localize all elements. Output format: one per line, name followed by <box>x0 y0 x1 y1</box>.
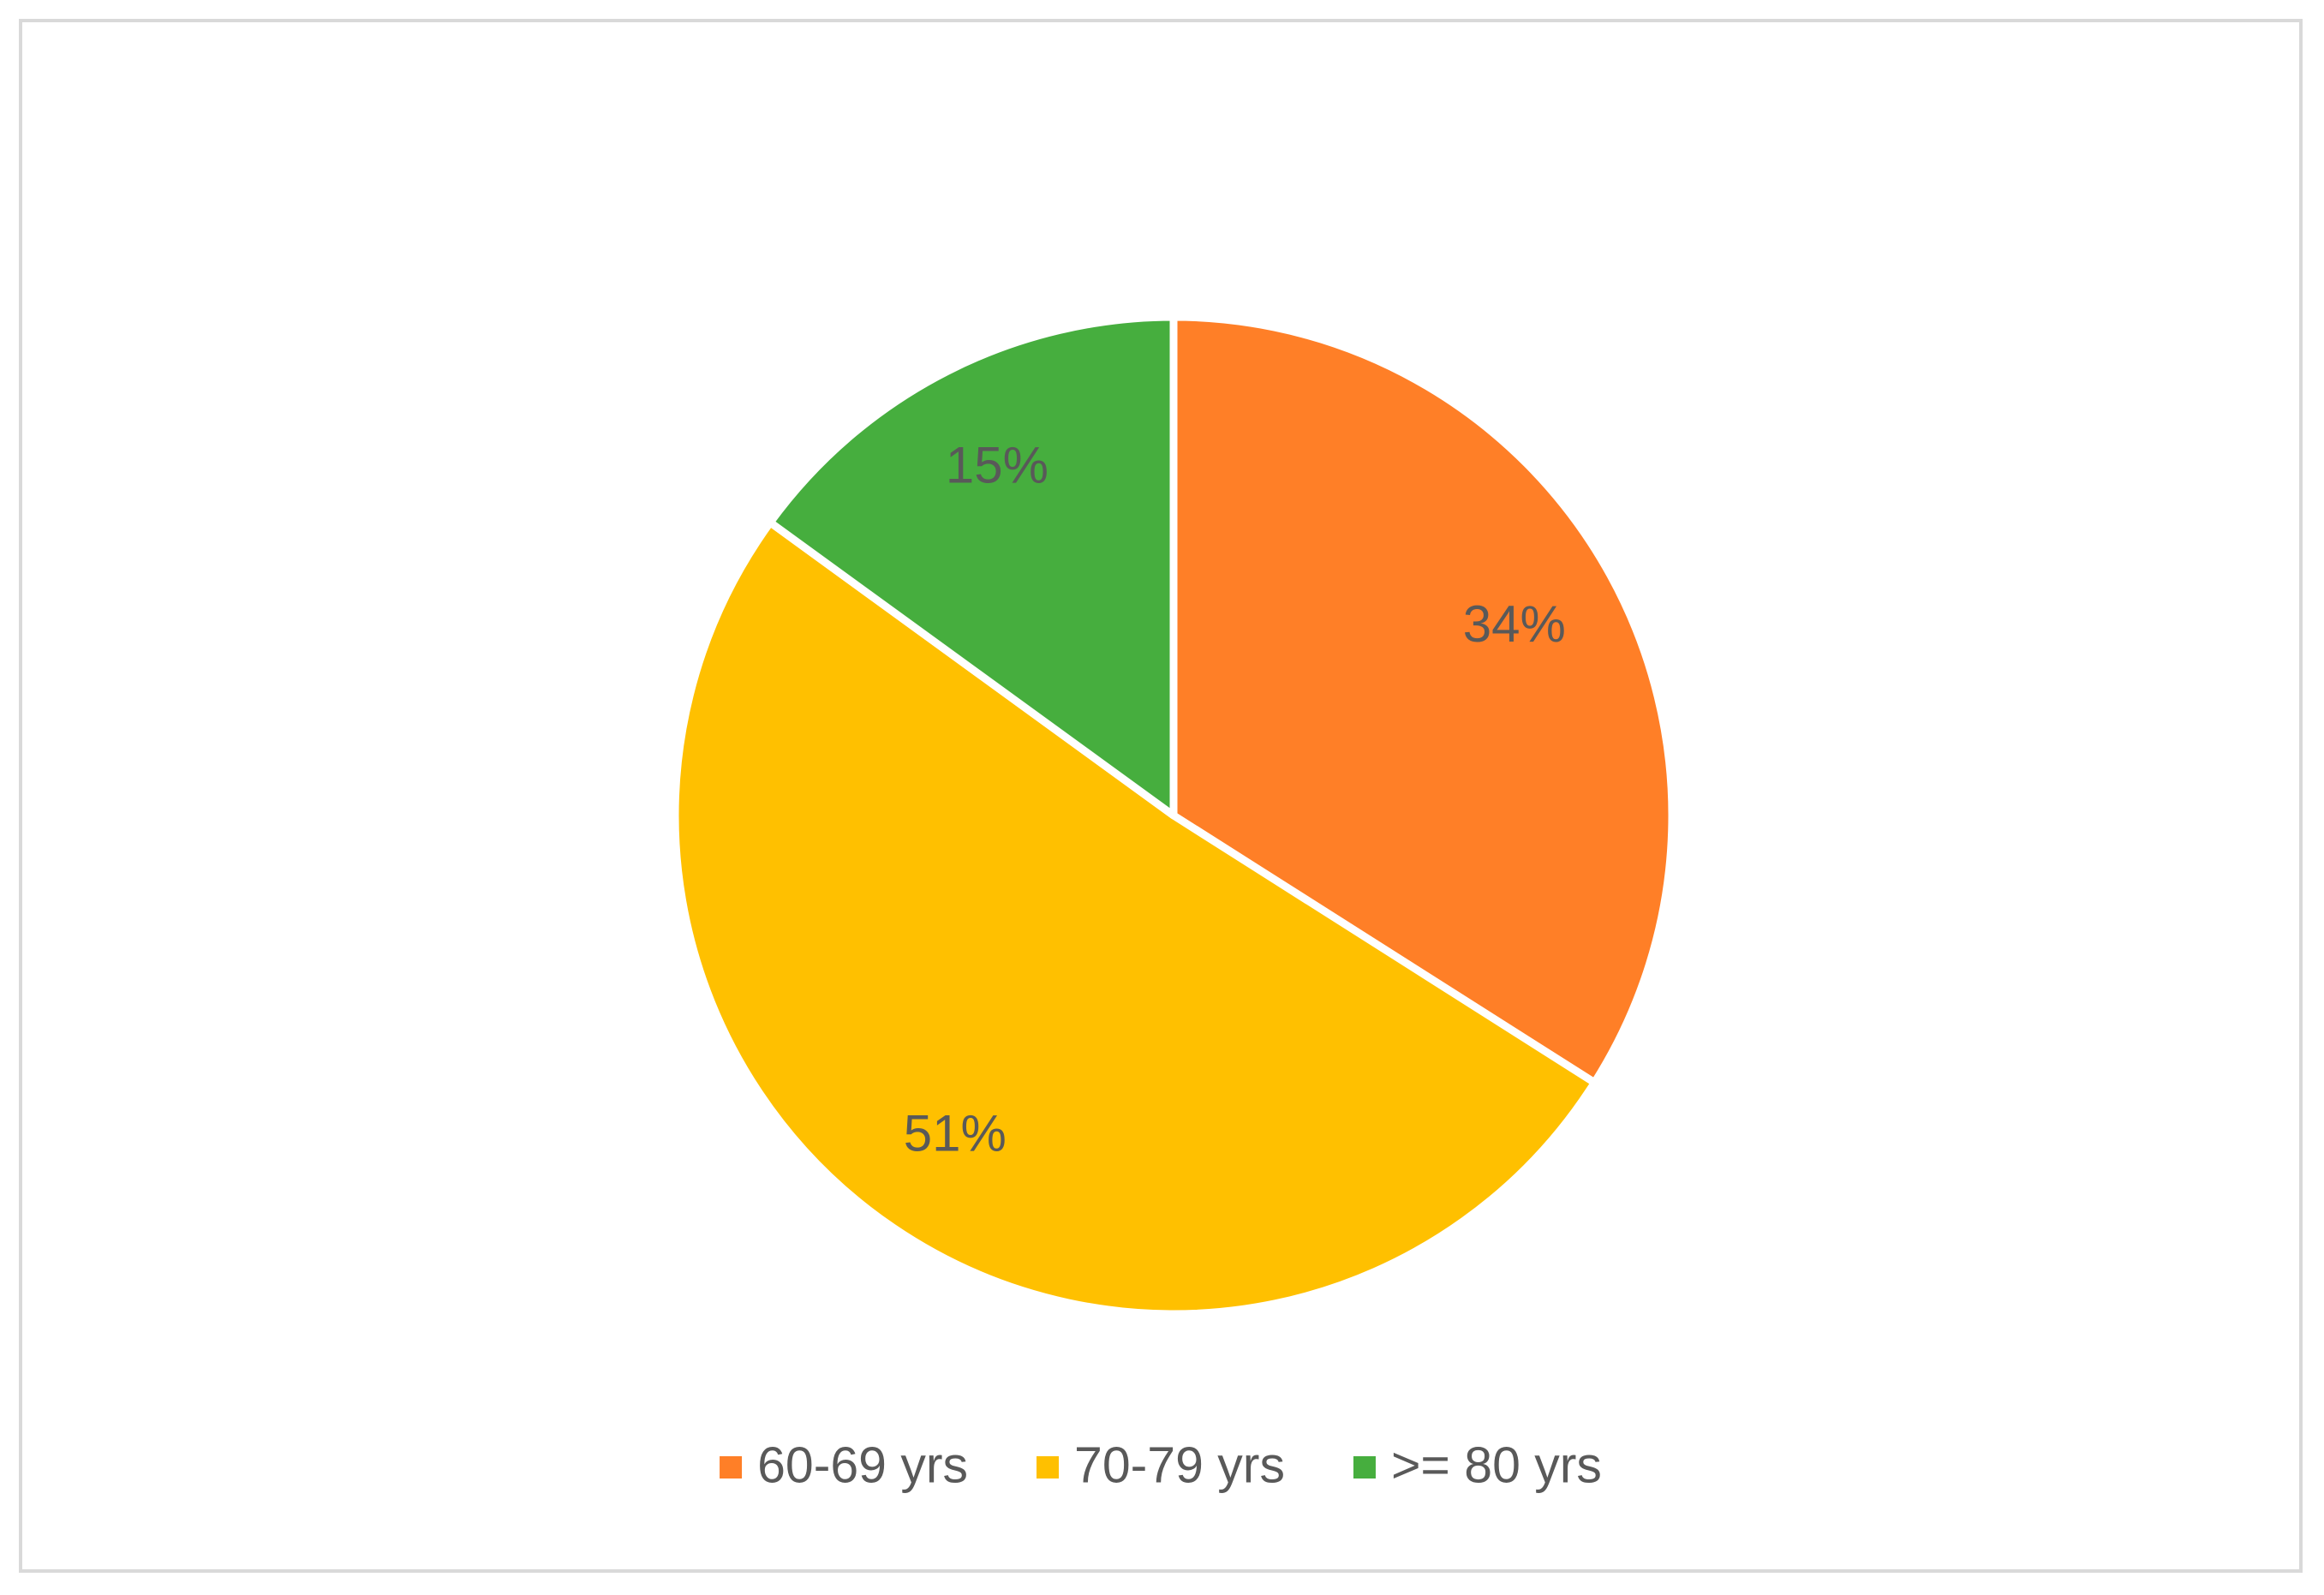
legend-label: 60-69 yrs <box>757 1437 968 1494</box>
data-label: 15% <box>946 436 1048 493</box>
legend-label: 70-79 yrs <box>1074 1437 1285 1494</box>
data-label: 34% <box>1463 595 1566 653</box>
pie-slice <box>671 518 1598 1318</box>
legend-swatch <box>1037 1456 1060 1479</box>
data-label: 51% <box>904 1104 1007 1162</box>
legend-label: >= 80 yrs <box>1391 1437 1602 1494</box>
legend-swatch <box>1353 1456 1376 1479</box>
legend-swatch <box>720 1456 743 1479</box>
pie-slice <box>766 313 1178 820</box>
